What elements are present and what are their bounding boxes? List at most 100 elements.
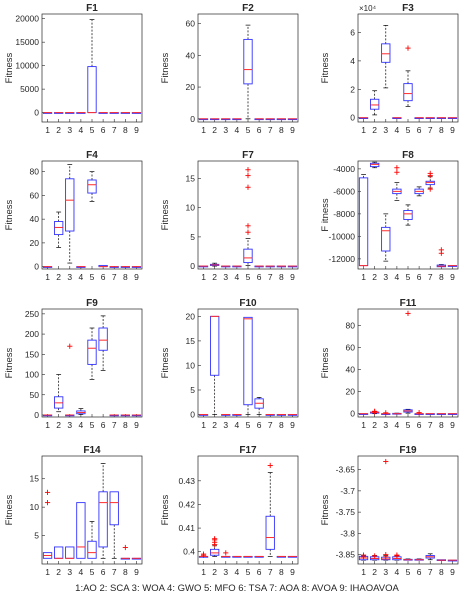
box-1	[358, 117, 369, 119]
x-tick-label: 6	[417, 420, 422, 430]
box-8	[436, 247, 446, 268]
x-tick-label: 2	[372, 420, 377, 430]
outlier-marker	[360, 552, 367, 558]
outlier-marker	[245, 167, 251, 173]
subplot-f9: F9 Fitness 0 50 100 150 200 250 1 2 3 4 5 6 7 8 9	[4, 298, 143, 430]
x-tick-label: 9	[450, 125, 455, 135]
y-tick-label: 80	[346, 321, 356, 331]
iqr-box	[109, 491, 119, 526]
x-tick-label: 8	[123, 125, 128, 135]
box-4	[232, 414, 242, 416]
y-tick-label: 6	[350, 27, 355, 37]
y-tick-label: 5	[190, 385, 195, 395]
box-9	[447, 117, 458, 119]
x-tick-label: 8	[123, 420, 128, 430]
x-tick-label: 2	[212, 420, 217, 430]
x-tick-label: 1	[201, 125, 206, 135]
box-5	[243, 316, 253, 415]
x-tick-label: 5	[406, 420, 411, 430]
x-tick-label: 1	[45, 272, 50, 282]
x-tick-label: 1	[45, 420, 50, 430]
y-axis-label: Fitness	[160, 494, 171, 525]
box-4	[76, 408, 86, 415]
x-tick-label: 2	[212, 567, 217, 577]
y-tick-label: 20	[186, 82, 196, 92]
box-4	[392, 117, 402, 119]
subplot-f1: F1 Fitness 0 5000 10000 15000 20000 1 2 3 4 5 6 7 8 9	[4, 3, 143, 135]
y-tick-label: 0.43	[178, 476, 195, 486]
x-tick-label: 8	[439, 420, 444, 430]
x-tick-label: 5	[246, 125, 251, 135]
box-2	[54, 211, 64, 248]
y-tick-label: 10	[30, 502, 40, 512]
x-tick-label: 3	[67, 420, 72, 430]
x-tick-label: 2	[212, 272, 217, 282]
y-tick-label: 40	[346, 365, 356, 375]
iqr-box	[243, 316, 253, 406]
y-tick-label: 20	[30, 238, 40, 248]
x-tick-label: 3	[383, 567, 388, 577]
y-tick-label: 10000	[15, 61, 39, 71]
box-8	[120, 544, 130, 560]
outlier-marker	[245, 229, 251, 235]
iqr-box	[210, 548, 220, 556]
outlier-marker	[67, 343, 73, 349]
box-5	[403, 204, 413, 226]
y-tick-label: 4	[350, 56, 355, 66]
y-tick-label: 15	[186, 174, 196, 184]
x-tick-label: 4	[79, 125, 84, 135]
y-tick-label: 0	[190, 410, 195, 420]
y-tick-label: -3.7	[340, 486, 355, 496]
y-axis-label: Fitness	[160, 52, 171, 83]
box-6	[98, 315, 108, 371]
iqr-box	[65, 178, 75, 232]
x-tick-label: 2	[56, 567, 61, 577]
x-tick-label: 9	[134, 420, 139, 430]
outlier-marker	[245, 184, 251, 190]
iqr-box	[265, 515, 275, 550]
y-axis-label: Fitness	[4, 199, 15, 230]
box-7	[109, 112, 119, 114]
subplot-title: F7	[242, 150, 254, 161]
box-3	[65, 164, 75, 264]
box-7	[265, 414, 275, 416]
box-7	[265, 462, 275, 557]
box-3	[221, 414, 231, 416]
x-tick-label: 1	[45, 125, 50, 135]
box-9	[131, 414, 142, 417]
iqr-box	[98, 491, 108, 548]
x-tick-label: 5	[90, 272, 95, 282]
outlier-marker	[438, 250, 444, 256]
subplot-f11: F11 Fitness 0 20 40 60 80 1 2 3 4 5 6 7 8 9	[320, 298, 459, 430]
box-5	[403, 310, 413, 414]
x-tick-label: 6	[417, 125, 422, 135]
x-tick-label: 4	[395, 272, 400, 282]
x-tick-label: 4	[235, 125, 240, 135]
x-tick-label: 9	[290, 567, 295, 577]
x-tick-label: 5	[90, 420, 95, 430]
x-tick-label: 1	[201, 272, 206, 282]
box-5	[87, 19, 97, 114]
y-tick-label: 0	[34, 262, 39, 272]
subplot-title: F4	[86, 150, 98, 161]
box-8	[436, 117, 446, 119]
x-tick-label: 9	[290, 272, 295, 282]
subplot-f2: F2 Fitness 0 20 40 60 1 2 3 4 5 6 7 8 9	[160, 3, 299, 135]
y-tick-label: -3.75	[336, 507, 356, 517]
y-axis-label: Fitness	[4, 347, 15, 378]
x-tick-label: 4	[395, 420, 400, 430]
box-9	[287, 118, 298, 121]
x-tick-label: 9	[450, 272, 455, 282]
subplot-title: F3	[402, 3, 414, 14]
iqr-box	[87, 540, 97, 559]
outlier-marker	[245, 223, 251, 229]
x-tick-label: 2	[212, 125, 217, 135]
box-7	[425, 553, 435, 561]
x-tick-label: 2	[372, 567, 377, 577]
box-4	[392, 165, 402, 201]
